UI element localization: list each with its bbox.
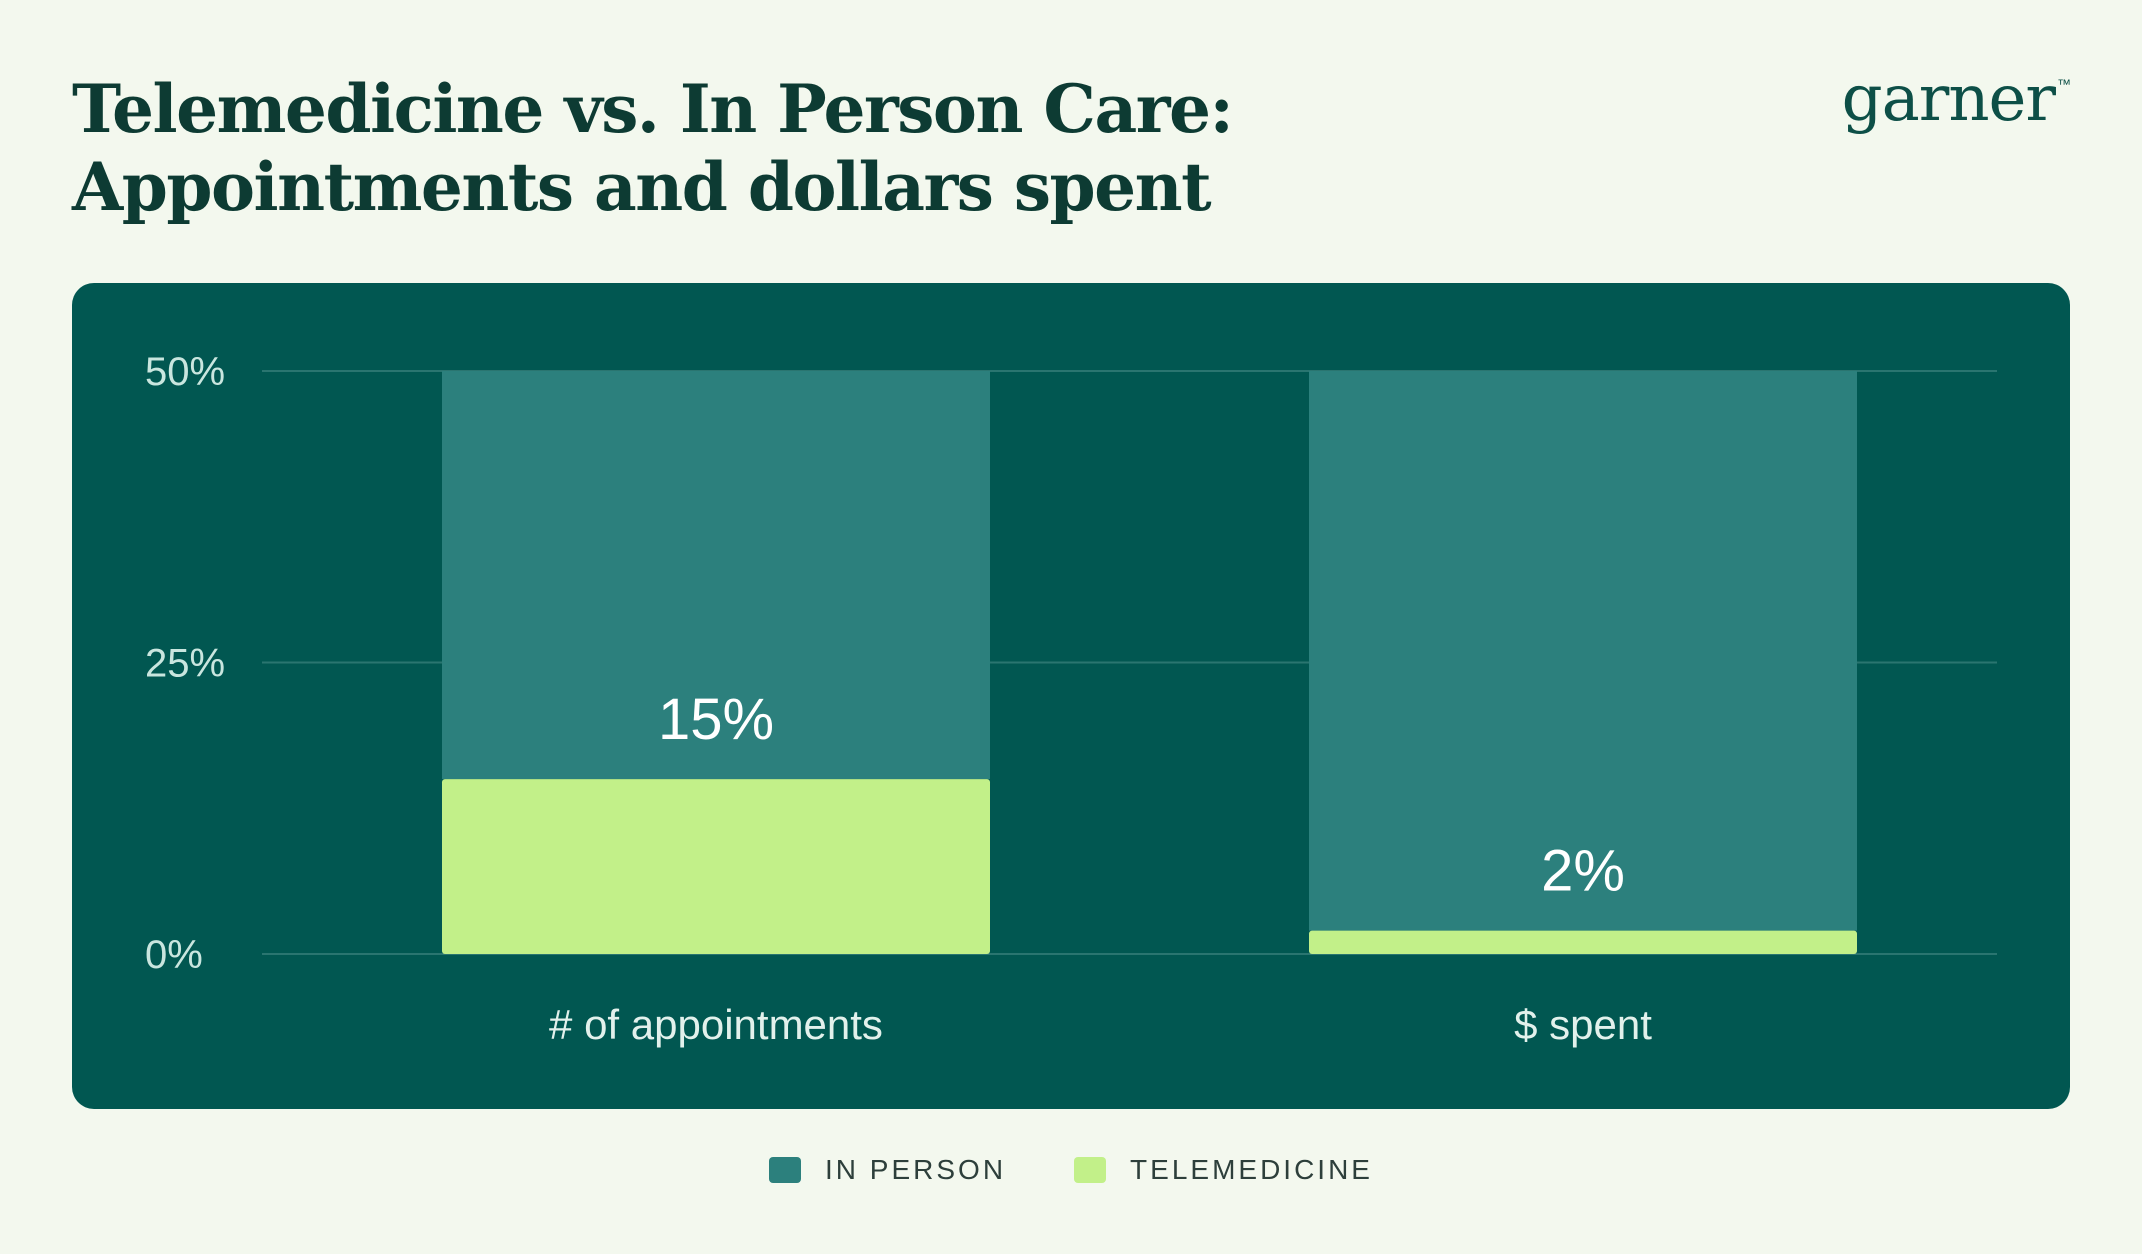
x-category-label-1: # of appointments: [549, 1001, 883, 1048]
data-label-1: 15%: [658, 687, 774, 752]
chart-title: Telemedicine vs. In Person Care: Appoint…: [72, 70, 1234, 226]
legend-label-in-person: IN PERSON: [825, 1154, 1007, 1185]
legend-label-telemedicine: TELEMEDICINE: [1130, 1154, 1373, 1185]
bar-telemedicine-2: [1309, 930, 1857, 954]
data-label-2: 2%: [1541, 839, 1625, 904]
chart-panel: 0% 25% 50% 15% # of appointments 2% $ spent: [72, 283, 2070, 1109]
bar-in-person-1: [442, 371, 990, 780]
legend-swatch-telemedicine: [1074, 1157, 1107, 1183]
y-tick-label-25: 25%: [145, 642, 225, 686]
chart-title-line-2: Appointments and dollars spent: [72, 148, 1212, 226]
legend-item-telemedicine: TELEMEDICINE: [1074, 1154, 1373, 1186]
trademark-mark: ™: [2057, 76, 2071, 92]
bar-telemedicine-1: [442, 779, 990, 954]
bar-in-person-2: [1309, 371, 1857, 931]
logo-wordmark: garner: [1841, 62, 2056, 136]
y-tick-label-0: 0%: [145, 933, 203, 977]
bar-chart: 0% 25% 50% 15% # of appointments 2% $ spent: [145, 350, 1997, 1048]
legend-item-in-person: IN PERSON: [769, 1154, 1006, 1186]
legend: IN PERSON TELEMEDICINE: [0, 1154, 2142, 1186]
chart-title-line-1: Telemedicine vs. In Person Care:: [72, 70, 1234, 148]
garner-logo: garner ™: [1841, 62, 2071, 136]
y-tick-label-50: 50%: [145, 350, 225, 394]
x-category-label-2: $ spent: [1514, 1001, 1652, 1048]
legend-swatch-in-person: [769, 1157, 802, 1183]
